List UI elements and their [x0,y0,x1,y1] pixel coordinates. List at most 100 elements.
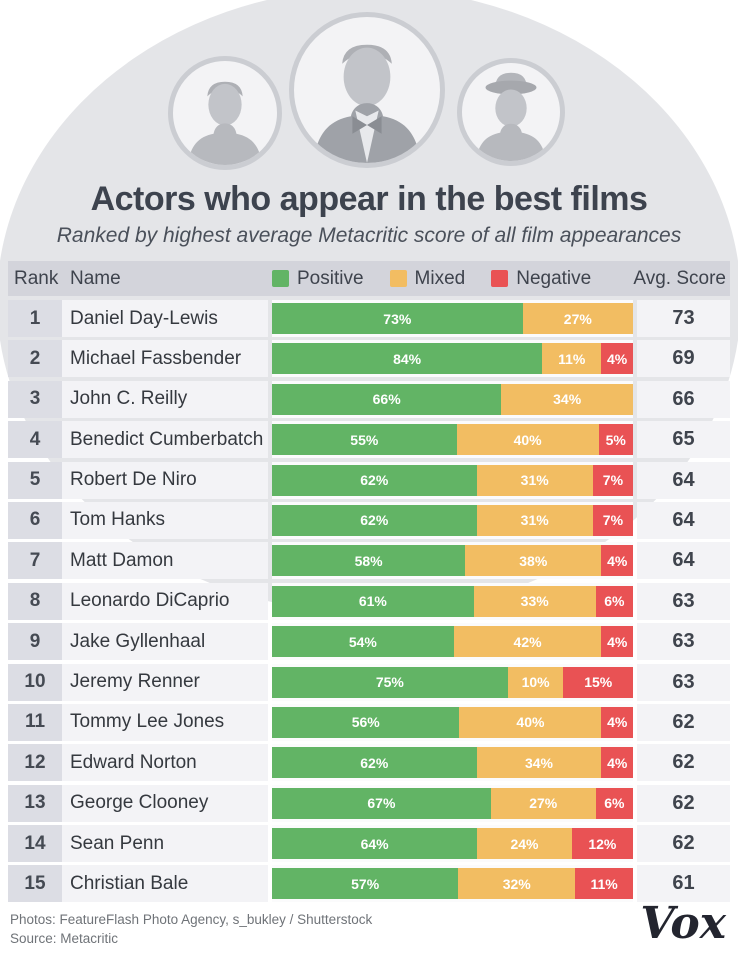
bar-segment-negative: 4% [601,545,633,577]
bar-segment-negative: 5% [598,424,633,456]
rank-value: 4 [8,421,62,459]
bar-segment-label: 58% [354,552,383,569]
bar-segment-negative: 4% [601,626,633,658]
bar-segment-label: 6% [604,593,625,610]
table-row: 15 Christian Bale 57% 32% 11% 61 [8,865,730,903]
legend-item-positive: Positive [272,268,364,290]
bar-segment-label: 40% [516,714,545,731]
stacked-bar: 67% 27% 6% [272,787,633,819]
bar-segment-positive: 73% [272,303,523,334]
photo-credit: Photos: FeatureFlash Photo Agency, s_buk… [10,912,373,927]
bar-segment-mixed: 10% [507,666,564,698]
stacked-bar: 54% 42% 4% [272,626,633,658]
bar-segment-label: 4% [607,754,628,771]
avg-score-value: 64 [637,501,730,539]
legend-item-negative: Negative [491,268,591,290]
bar-segment-negative: 6% [595,787,633,819]
bar-segment-label: 84% [393,350,422,367]
bar-segment-label: 11% [590,875,618,892]
table-row: 5 Robert De Niro 62% 31% 7% 64 [8,461,730,499]
bar-segment-label: 66% [372,391,401,408]
bar-segment-label: 34% [553,391,582,408]
bar-segment-label: 5% [605,431,626,448]
bar-segment-positive: 54% [272,626,454,658]
bar-segment-positive: 58% [272,545,466,577]
bar-segment-label: 7% [602,512,624,529]
bar-segment-label: 56% [351,714,380,731]
bar-segment-label: 31% [520,472,549,489]
bar-segment-label: 73% [383,310,412,327]
person-silhouette-icon [187,81,263,165]
bar-segment-label: 40% [513,431,542,448]
stacked-bar: 66% 34% [272,383,633,415]
actor-photo-michael-fassbender [168,56,282,170]
mixed-swatch-icon [389,270,407,287]
bar-segment-label: 4% [607,350,628,367]
table-body: 1 Daniel Day-Lewis 73% 27% 73 2 Michael Fassbe… [8,300,730,903]
actor-name: George Clooney [62,784,268,822]
rank-value: 10 [8,663,62,701]
bar-segment-negative: 12% [571,828,633,860]
bar-segment-positive: 75% [272,666,508,698]
score-bar-cell: 66% 34% [272,380,633,418]
rank-value: 14 [8,825,62,863]
bar-segment-label: 54% [348,633,377,650]
ranking-table: Rank Name Positive Mixed Negative Avg. S… [8,261,730,903]
bar-segment-mixed: 40% [456,424,599,456]
bar-segment-label: 27% [563,310,592,327]
bar-segment-label: 33% [520,593,549,610]
avg-score-value: 63 [637,623,730,661]
table-row: 4 Benedict Cumberbatch 55% 40% 5% 65 [8,421,730,459]
vox-logo: Vox [640,898,726,949]
legend-item-mixed: Mixed [389,267,466,290]
bar-segment-label: 75% [375,674,404,691]
score-bar-cell: 73% 27% [272,300,633,337]
bar-segment-positive: 64% [272,828,478,860]
avg-score-value: 73 [637,300,730,337]
bar-segment-label: 62% [360,472,389,489]
bar-segment-label: 64% [360,835,389,852]
table-header: Rank Name Positive Mixed Negative Avg. S… [8,261,730,296]
column-header-rank: Rank [14,267,59,289]
score-bar-cell: 55% 40% 5% [272,421,633,459]
rank-value: 13 [8,784,62,822]
bar-segment-positive: 57% [272,868,459,900]
bar-segment-mixed: 40% [459,706,602,738]
bar-segment-positive: 84% [272,343,543,375]
score-bar-cell: 62% 34% 4% [272,744,633,782]
stacked-bar: 62% 31% 7% [272,464,633,496]
rank-value: 2 [8,340,62,378]
rank-value: 7 [8,542,62,580]
bar-segment-negative: 4% [601,343,633,375]
avg-score-value: 62 [637,825,730,863]
score-bar-cell: 61% 33% 6% [272,582,633,620]
avg-score-value: 62 [637,703,730,741]
score-bar-cell: 62% 31% 7% [272,461,633,499]
chart-legend: Positive Mixed Negative [272,261,633,296]
table-row: 1 Daniel Day-Lewis 73% 27% 73 [8,300,730,337]
bar-segment-label: 34% [524,754,553,771]
actor-name: Michael Fassbender [62,340,268,378]
bar-segment-mixed: 27% [490,787,596,819]
stacked-bar: 56% 40% 4% [272,706,633,738]
bar-segment-positive: 61% [272,585,474,617]
bar-segment-negative: 6% [595,585,633,617]
rank-value: 8 [8,582,62,620]
rank-value: 1 [8,300,62,337]
bar-segment-mixed: 42% [453,626,602,658]
legend-label: Negative [516,267,592,289]
avg-score-value: 65 [637,421,730,459]
score-bar-cell: 57% 32% 11% [272,865,633,903]
stacked-bar: 64% 24% 12% [272,828,633,860]
avg-score-value: 63 [637,663,730,701]
bar-segment-label: 62% [360,754,389,771]
table-row: 14 Sean Penn 64% 24% 12% 62 [8,825,730,863]
actor-name: Benedict Cumberbatch [62,421,268,459]
source-credit: Source: Metacritic [10,931,119,946]
bar-segment-label: 15% [584,674,613,691]
person-silhouette-icon [476,72,546,161]
bar-segment-label: 11% [558,350,586,367]
legend-label: Mixed [414,267,466,289]
bar-segment-negative: 7% [592,504,633,536]
page-subtitle: Ranked by highest average Metacritic sco… [56,224,682,247]
